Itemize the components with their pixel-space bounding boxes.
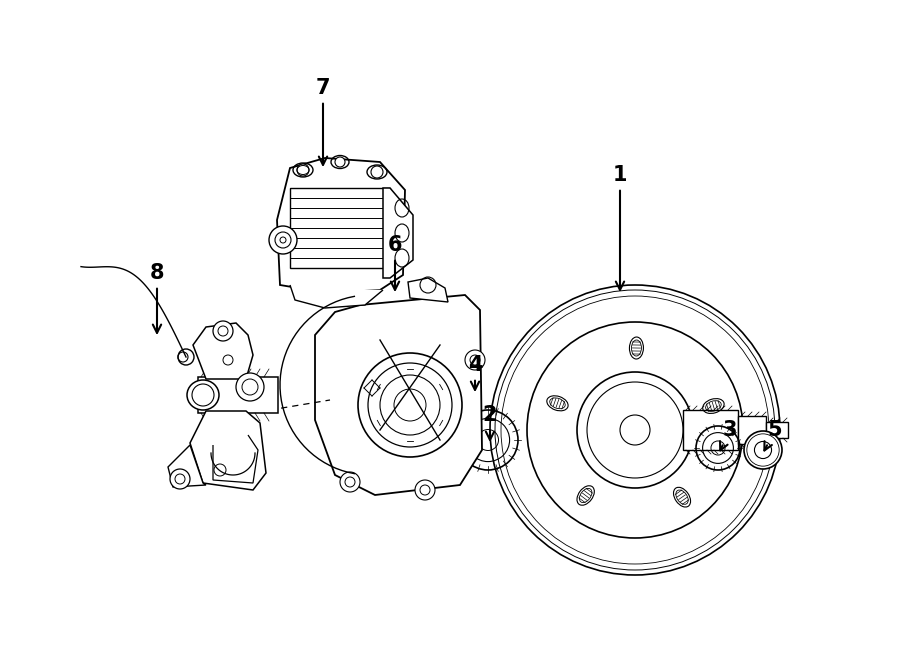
FancyBboxPatch shape [683,410,738,450]
Polygon shape [277,158,405,290]
Text: 2: 2 [482,405,497,440]
Text: 8: 8 [149,263,164,333]
Polygon shape [168,445,206,487]
Text: 3: 3 [720,420,737,450]
Circle shape [371,166,383,178]
Polygon shape [315,295,482,495]
Polygon shape [290,285,383,308]
Circle shape [465,350,485,370]
Circle shape [170,469,190,489]
Text: 7: 7 [316,78,330,165]
Polygon shape [193,323,253,379]
Ellipse shape [187,380,219,410]
Polygon shape [213,435,258,483]
Circle shape [335,157,345,167]
Circle shape [236,373,264,401]
Text: 6: 6 [388,235,402,290]
Polygon shape [408,278,448,302]
Circle shape [178,349,194,365]
Polygon shape [190,411,266,490]
Circle shape [415,480,435,500]
Circle shape [297,164,309,176]
Text: 4: 4 [468,355,482,390]
Text: 5: 5 [764,420,782,450]
Circle shape [744,431,782,469]
FancyBboxPatch shape [198,377,278,413]
Circle shape [269,226,297,254]
Text: 1: 1 [613,165,627,290]
FancyBboxPatch shape [738,416,766,444]
FancyBboxPatch shape [766,422,788,438]
Polygon shape [383,188,413,278]
Circle shape [213,321,233,341]
Circle shape [340,472,360,492]
